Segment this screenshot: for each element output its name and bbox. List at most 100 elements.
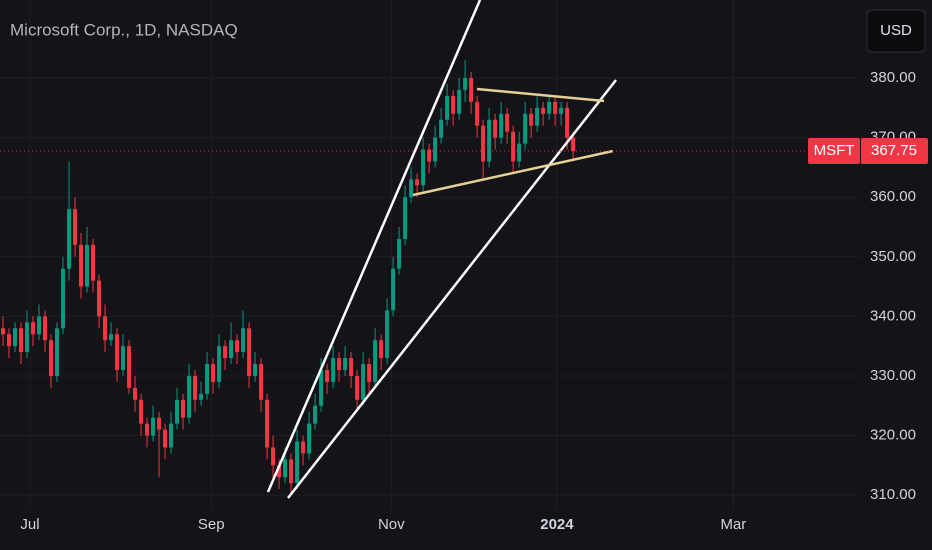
candle-body: [223, 346, 228, 359]
candle-body: [163, 429, 168, 448]
candle-body: [409, 179, 414, 198]
candle-body: [541, 107, 546, 114]
candle-body: [433, 137, 438, 162]
trend-line: [266, 0, 482, 493]
candle-body: [229, 340, 234, 359]
candle-body: [25, 322, 30, 353]
candle-body: [109, 334, 114, 341]
candle-body: [385, 310, 390, 359]
candle-body: [331, 358, 336, 382]
candle-body: [241, 328, 246, 353]
candle-body: [379, 340, 384, 359]
symbol-tag: [808, 138, 860, 165]
candle-body: [553, 101, 558, 114]
candle-body: [37, 316, 42, 335]
price-tag: [861, 138, 928, 165]
candle-body: [499, 113, 504, 138]
candle-body: [445, 95, 450, 120]
symbol-label: MSFT: [814, 142, 855, 159]
candle-body: [265, 399, 270, 448]
candle-body: [289, 459, 294, 484]
candle-body: [415, 179, 420, 186]
candle-body: [559, 107, 564, 114]
candle-body: [511, 131, 516, 162]
pennant-line: [476, 87, 605, 103]
candle-body: [487, 119, 492, 162]
y-tick-label: 320.00: [870, 426, 916, 443]
y-tick-label: 350.00: [870, 248, 916, 265]
candle-body: [295, 441, 300, 484]
candle-body: [367, 364, 372, 382]
candle-body: [253, 364, 258, 376]
candles: [1, 60, 576, 496]
candle-body: [337, 358, 342, 370]
candle-body: [277, 465, 282, 478]
candle-body: [283, 459, 288, 478]
candle-body: [529, 113, 534, 126]
candle-body: [97, 280, 102, 317]
candle-body: [61, 268, 66, 329]
x-tick-label: Nov: [378, 516, 405, 533]
candle-body: [451, 95, 456, 114]
x-tick-label: Jul: [20, 516, 39, 533]
x-tick-label: Sep: [198, 516, 225, 533]
candle-body: [1, 328, 6, 335]
candle-body: [397, 238, 402, 269]
candle-body: [181, 399, 186, 418]
candle-body: [463, 78, 468, 90]
candle-body: [7, 334, 12, 347]
chart-title: Microsoft Corp., 1D, NASDAQ: [10, 20, 238, 39]
candle-body: [517, 143, 522, 162]
candle-body: [157, 417, 162, 430]
candle-body: [475, 101, 480, 126]
candle-body: [19, 328, 24, 353]
candle-body: [481, 125, 486, 162]
price-axis: [860, 0, 932, 550]
candle-body: [457, 89, 462, 114]
candle-body: [49, 340, 54, 376]
candle-body: [91, 244, 96, 281]
candle-body: [523, 113, 528, 144]
candle-body: [127, 346, 132, 388]
candle-body: [235, 340, 240, 353]
candle-body: [319, 369, 324, 406]
candle-body: [535, 107, 540, 126]
candle-body: [85, 244, 90, 287]
candle-body: [427, 149, 432, 162]
candle-body: [361, 364, 366, 400]
candle-body: [565, 107, 570, 138]
currency-button[interactable]: [866, 9, 926, 53]
candle-body: [199, 393, 204, 400]
drawings: [266, 0, 617, 499]
candle-body: [439, 119, 444, 138]
candle-body: [43, 316, 48, 341]
trend-line: [287, 79, 617, 499]
candle-body: [67, 209, 72, 269]
candle-body: [133, 387, 138, 400]
candle-body: [391, 268, 396, 311]
candle-body: [373, 340, 378, 382]
candle-body: [79, 244, 84, 287]
currency-label[interactable]: USD: [880, 22, 912, 39]
candle-body: [547, 101, 552, 114]
grid: [0, 0, 860, 510]
y-tick-label: 330.00: [870, 367, 916, 384]
x-tick-label: 2024: [540, 516, 574, 533]
pennant-line: [412, 149, 614, 197]
candle-body: [493, 119, 498, 138]
candle-body: [343, 358, 348, 370]
candle-body: [313, 405, 318, 424]
candle-body: [115, 334, 120, 370]
candle-body: [355, 375, 360, 400]
candle-body: [175, 399, 180, 424]
candle-body: [421, 149, 426, 186]
candle-body: [211, 364, 216, 382]
candle-body: [301, 441, 306, 454]
candle-body: [403, 197, 408, 239]
candle-body: [259, 364, 264, 400]
candle-body: [139, 399, 144, 424]
candle-body: [13, 328, 18, 347]
candle-body: [571, 137, 576, 152]
candle-body: [145, 423, 150, 436]
